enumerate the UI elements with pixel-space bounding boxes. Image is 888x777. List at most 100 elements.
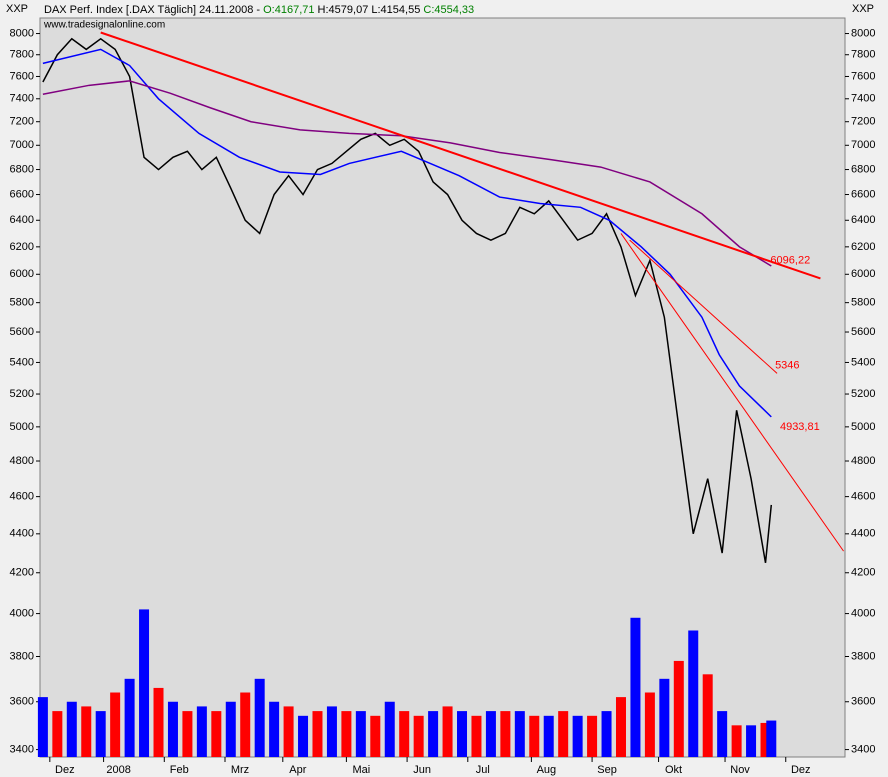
y-tick-label: 5800: [851, 297, 875, 309]
x-tick-label: Mai: [353, 764, 371, 776]
chart-title: DAX Perf. Index [.DAX Täglich] 24.11.200…: [44, 4, 260, 16]
volume-bar: [413, 715, 424, 757]
y-tick-label: 5400: [10, 356, 34, 368]
y-tick-label: 7400: [851, 93, 875, 105]
y-tick-label: 4400: [10, 528, 34, 540]
y-tick-label: 4200: [10, 567, 34, 579]
volume-bar: [269, 701, 280, 757]
volume-bar: [52, 711, 63, 757]
x-tick-label: Sep: [597, 764, 617, 776]
y-tick-label: 3800: [851, 650, 875, 662]
y-tick-label: 6000: [851, 268, 875, 280]
y-tick-label: 7600: [851, 70, 875, 82]
y-tick-label: 7000: [851, 139, 875, 151]
y-tick-label: 7200: [10, 116, 34, 128]
volume-bar: [95, 711, 106, 757]
close: C:4554,33: [423, 4, 474, 16]
x-tick-label: 2008: [106, 764, 130, 776]
y-tick-label: 7800: [10, 49, 34, 61]
volume-bar: [167, 701, 178, 757]
y-tick-label: 7600: [10, 70, 34, 82]
x-tick-label: Jul: [476, 764, 490, 776]
y-tick-label: 8000: [851, 27, 875, 39]
y-tick-label: 6800: [851, 163, 875, 175]
y-tick-label: 5600: [10, 326, 34, 338]
y-tick-label: 4600: [851, 491, 875, 503]
x-tick-label: Mrz: [231, 764, 249, 776]
y-tick-label: 3600: [10, 696, 34, 708]
volume-bar: [37, 697, 48, 757]
series-line: [42, 37, 773, 563]
volume-bar: [572, 715, 583, 757]
unit-right: XXP: [852, 3, 874, 15]
unit-left: XXP: [6, 3, 28, 15]
volume-bar: [298, 715, 309, 757]
volume-bar: [766, 720, 777, 757]
plot-area: [39, 17, 846, 758]
x-tick-label: Okt: [665, 764, 682, 776]
volume-bar: [355, 711, 366, 757]
y-tick-label: 4600: [10, 491, 34, 503]
volume-bar: [124, 678, 135, 757]
x-tick-label: Jun: [413, 764, 431, 776]
series-line: [42, 48, 772, 418]
series-line: [629, 239, 778, 374]
volume-bar: [341, 711, 352, 757]
volume-bar: [543, 715, 554, 757]
volume-bar: [644, 692, 655, 757]
volume-bar: [688, 630, 699, 757]
volume-bar: [225, 701, 236, 757]
y-tick-label: 4000: [851, 607, 875, 619]
y-tick-label: 4400: [851, 528, 875, 540]
y-tick-label: 5600: [851, 326, 875, 338]
y-tick-label: 4000: [10, 607, 34, 619]
y-tick-label: 3400: [10, 743, 34, 755]
x-tick-label: Feb: [170, 764, 189, 776]
trend-label: 5346: [775, 359, 799, 371]
volume-bar: [529, 715, 540, 757]
y-tick-label: 3600: [851, 696, 875, 708]
x-tick-label: Dez: [791, 764, 811, 776]
volume-bar: [283, 706, 294, 757]
volume-bar: [312, 711, 323, 757]
high: H:4579,07: [318, 4, 369, 16]
y-tick-label: 7800: [851, 49, 875, 61]
volume-bar: [717, 711, 728, 757]
volume-bar: [514, 711, 525, 757]
volume-bar: [731, 725, 742, 757]
y-tick-label: 6200: [851, 241, 875, 253]
open: O:4167,71: [263, 4, 314, 16]
volume-bar: [659, 678, 670, 757]
volume-bar: [746, 725, 757, 757]
x-tick-label: Nov: [730, 764, 750, 776]
y-tick-label: 5800: [10, 297, 34, 309]
x-tick-label: Aug: [537, 764, 557, 776]
volume-bar: [240, 692, 251, 757]
x-tick-label: Dez: [55, 764, 75, 776]
trend-label: 4933,81: [780, 421, 820, 433]
y-tick-label: 5000: [851, 421, 875, 433]
y-tick-label: 6600: [851, 188, 875, 200]
volume-bar: [384, 701, 395, 757]
y-tick-label: 6200: [10, 241, 34, 253]
y-tick-label: 5400: [851, 356, 875, 368]
volume-bar: [485, 711, 496, 757]
volume-bar: [196, 706, 207, 757]
volume-bar: [471, 715, 482, 757]
y-tick-label: 8000: [10, 27, 34, 39]
volume-bar: [81, 706, 92, 757]
source: www.tradesignalonline.com: [43, 20, 165, 31]
volume-bar: [254, 678, 265, 757]
volume-bar: [66, 701, 77, 757]
series-line: [100, 31, 821, 280]
volume-bar: [442, 706, 453, 757]
volume-bar: [558, 711, 569, 757]
volume-bar: [630, 617, 641, 757]
volume-bar: [673, 660, 684, 757]
y-tick-label: 4200: [851, 567, 875, 579]
volume-bar: [428, 711, 439, 757]
low: L:4154,55: [371, 4, 420, 16]
trend-label: 6096,22: [770, 254, 810, 266]
header: DAX Perf. Index [.DAX Täglich] 24.11.200…: [44, 4, 474, 16]
